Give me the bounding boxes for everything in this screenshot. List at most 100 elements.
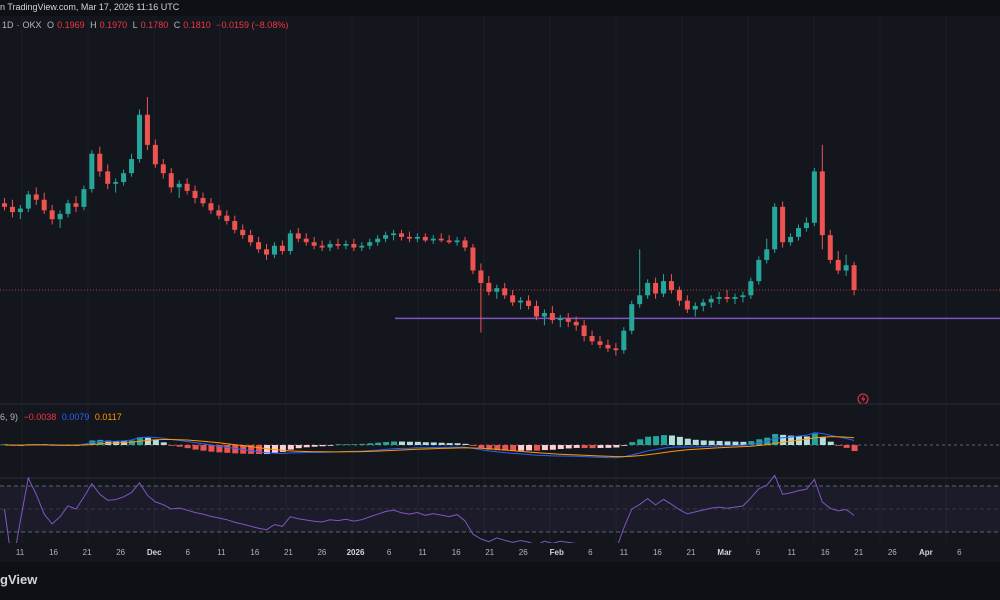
candle-body: [581, 325, 587, 337]
macd-histogram-bar: [335, 444, 342, 445]
candle-body: [756, 259, 762, 282]
macd-histogram-bar: [327, 445, 334, 446]
time-axis-label: 16: [49, 548, 58, 557]
candle-body: [597, 341, 603, 345]
candle-body: [549, 313, 555, 321]
candle-body: [248, 235, 254, 243]
open-label: O: [47, 20, 55, 30]
candle-body: [684, 300, 690, 310]
time-axis-label: 26: [519, 548, 528, 557]
candle-body: [629, 304, 635, 331]
candle-body: [573, 321, 579, 326]
candle-body: [653, 282, 659, 294]
macd-histogram-bar: [486, 445, 493, 450]
time-axis[interactable]: 11 16 21 26 Dec 6 11 16 21 26 2026 6 11 16 21 26 Feb 6 11 1…: [0, 543, 1000, 562]
macd-histogram-bar: [518, 445, 525, 451]
macd-histogram-bar: [581, 445, 588, 449]
candle-body: [17, 208, 23, 213]
macd-histogram-bar: [216, 445, 223, 453]
macd-histogram-bar: [621, 445, 628, 446]
candle-body: [827, 235, 833, 260]
candle-body: [692, 305, 698, 310]
legend-separator: ·: [16, 20, 20, 30]
candle-body: [33, 194, 39, 200]
time-axis-label: 16: [452, 548, 461, 557]
macd-histogram-bar: [803, 436, 810, 445]
macd-histogram-bar: [256, 445, 263, 455]
macd-histogram-bar: [772, 434, 779, 445]
time-axis-label: 21: [687, 548, 696, 557]
macd-histogram-bar: [549, 445, 556, 450]
interval-label[interactable]: 1D: [2, 20, 14, 30]
candle-body: [819, 171, 825, 236]
candle-body: [772, 206, 778, 250]
candle-body: [533, 305, 539, 317]
candle-body: [2, 203, 7, 207]
candle-body: [335, 243, 341, 246]
time-axis-label: 21: [83, 548, 92, 557]
macd-histogram-bar: [271, 445, 278, 453]
candle-body: [414, 236, 420, 239]
candle-body: [803, 222, 809, 229]
macd-histogram-bar: [502, 445, 509, 451]
candle-body: [668, 281, 674, 290]
macd-histogram-bar: [248, 445, 255, 454]
time-axis-label: 26: [116, 548, 125, 557]
candle-body: [279, 245, 285, 252]
candle-body: [49, 210, 55, 220]
lightning-alert-icon[interactable]: [857, 393, 869, 405]
macd-histogram-bar: [573, 445, 580, 448]
tradingview-logo-text[interactable]: gView: [0, 572, 38, 587]
macd-histogram-bar: [208, 445, 215, 452]
macd-histogram-bar: [232, 445, 239, 454]
candle-body: [557, 318, 563, 321]
candle-body: [645, 282, 651, 296]
candle-body: [89, 153, 95, 190]
time-axis-label: 26: [317, 548, 326, 557]
macd-histogram-value: −0.0038: [23, 412, 57, 422]
chart-grid: [21, 16, 947, 543]
time-axis-label: 11: [217, 548, 226, 557]
macd-histogram-bar: [788, 435, 795, 445]
candle-body: [637, 295, 643, 305]
candle-body: [105, 171, 111, 184]
macd-histogram-bar: [541, 445, 548, 451]
macd-histogram-bar: [375, 442, 382, 445]
macd-histogram-bar: [597, 445, 604, 449]
time-axis-label: 6: [387, 548, 392, 557]
macd-histogram-bar: [224, 445, 231, 453]
time-axis-label: 6: [588, 548, 593, 557]
macd-histogram-bar: [708, 440, 715, 445]
time-axis-label: 6: [186, 548, 191, 557]
candle-body: [232, 220, 238, 230]
macd-histogram-bar: [168, 445, 175, 446]
time-axis-label: Mar: [717, 548, 731, 557]
macd-histogram-bar: [843, 445, 850, 448]
candle-body: [216, 210, 222, 216]
candle-body: [748, 281, 754, 296]
close-value: 0.1810: [183, 20, 211, 30]
macd-histogram-bar: [478, 445, 485, 448]
macd-pane: [0, 432, 1000, 459]
candle-body: [168, 173, 174, 188]
candle-body: [271, 245, 277, 255]
candle-body: [676, 290, 682, 301]
time-axis-label: 6: [756, 548, 761, 557]
macd-histogram-bar: [510, 445, 517, 451]
time-axis-label: 11: [787, 548, 796, 557]
candle-body: [541, 313, 547, 317]
candle-body: [97, 153, 103, 172]
time-axis-label: 11: [418, 548, 427, 557]
candle-body: [406, 236, 412, 239]
open-value: 0.1969: [57, 20, 85, 30]
candle-body: [661, 281, 667, 294]
time-axis-label: 6: [957, 548, 962, 557]
high-label: H: [90, 20, 97, 30]
candle-body: [732, 297, 738, 299]
macd-histogram-bar: [780, 434, 787, 445]
candle-body: [129, 159, 135, 174]
candle-body: [303, 238, 309, 243]
rsi-line: [4, 474, 855, 567]
candle-body: [224, 215, 230, 221]
